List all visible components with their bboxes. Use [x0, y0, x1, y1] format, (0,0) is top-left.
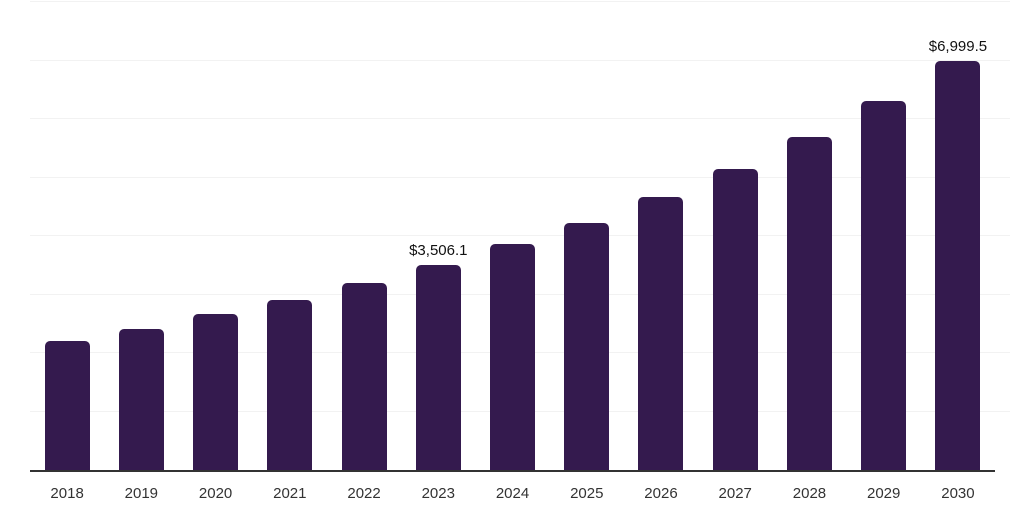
bar-band-2018 [30, 2, 104, 470]
x-tick-2026: 2026 [644, 485, 678, 502]
bar-2027[interactable] [712, 169, 758, 470]
bar-band-2025 [550, 2, 624, 470]
x-tick-2021: 2021 [273, 485, 307, 502]
bar-band-2020 [178, 2, 252, 470]
data-label-2023: $3,506.1 [409, 241, 468, 259]
gridline [30, 176, 1010, 178]
bar-2025[interactable] [564, 222, 610, 470]
x-tick-2024: 2024 [495, 485, 530, 502]
x-tick-2030: 2030 [941, 485, 975, 502]
bar-2020[interactable] [193, 314, 239, 470]
bar-band-2023: $3,506.1 [401, 2, 475, 470]
x-tick-2018: 2018 [50, 485, 84, 502]
bar-2028[interactable] [786, 137, 832, 470]
bar-band-2028 [772, 2, 846, 470]
x-tick-2025: 2025 [570, 485, 604, 502]
bar-2029[interactable] [861, 101, 907, 470]
bar-band-2022 [327, 2, 401, 470]
bar-2021[interactable] [267, 300, 313, 470]
bar-2030[interactable] [935, 60, 981, 470]
gridline [30, 59, 1010, 61]
x-tick-2028: 2028 [792, 485, 827, 502]
x-axis-labels: 2018 2019 2020 2021 2022 2023 2024 2025 2026 2027… [30, 474, 995, 502]
x-tick-2022: 2022 [347, 485, 381, 502]
bar-band-2029 [847, 2, 921, 470]
x-tick-2029: 2029 [867, 485, 901, 502]
bar-band-2021 [253, 2, 327, 470]
bar-band-2027 [698, 2, 772, 470]
bar-band-2030: $6,999.5 [921, 2, 995, 470]
bar-2022[interactable] [341, 283, 387, 470]
gridline [30, 118, 1010, 119]
bar-2018[interactable] [44, 341, 90, 470]
x-tick-2027: 2027 [718, 485, 752, 502]
x-tick-2019: 2019 [124, 485, 159, 502]
x-tick-2020: 2020 [198, 485, 233, 502]
gridline [30, 1, 1010, 2]
bar-2024[interactable] [490, 244, 536, 470]
bar-band-2026 [624, 2, 698, 470]
bar-2019[interactable] [118, 329, 164, 470]
bar-2026[interactable] [638, 196, 684, 470]
x-tick-2023: 2023 [421, 485, 455, 502]
bar-band-2019 [104, 2, 178, 470]
bar-2023[interactable] [415, 264, 461, 470]
plot-area: $3,506.1 $6,999.5 [30, 2, 995, 472]
bar-band-2024 [475, 2, 549, 470]
gridline [30, 235, 1010, 236]
data-label-2030: $6,999.5 [928, 37, 988, 55]
